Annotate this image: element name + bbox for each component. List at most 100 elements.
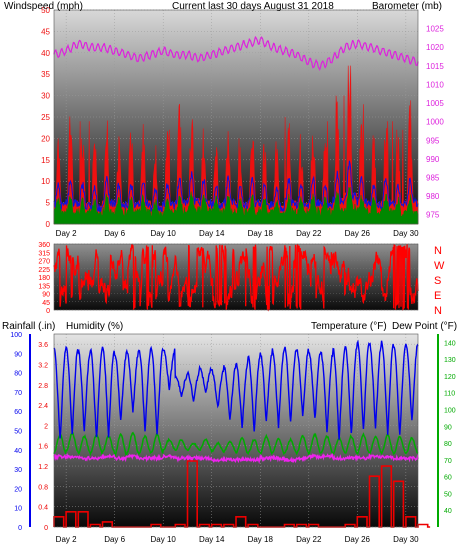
rain-y-tick-label: 1.2 — [38, 464, 48, 471]
compass-label: E — [434, 290, 441, 302]
rainfall-series — [53, 460, 431, 528]
rain-x-tick-label: Day 26 — [345, 535, 371, 544]
barometer-y-tick-label: 1000 — [426, 118, 444, 127]
rain-y-tick-label: 2 — [44, 423, 48, 430]
barometer-y-tick-label: 1010 — [426, 80, 444, 89]
rain-y-tick-label: 0.4 — [38, 505, 48, 512]
wind-x-tick-label: Day 6 — [104, 229, 125, 238]
date-title-text: Current last 30 days August 31 2018 — [172, 1, 334, 12]
compass-label: W — [434, 260, 445, 272]
barometer-series — [53, 35, 419, 72]
temperature-title: Temperature (°F) — [311, 321, 387, 332]
humidity-y-tick-label: 90 — [14, 351, 22, 358]
direction-y-tick-label: 0 — [46, 308, 50, 315]
humidity-series — [53, 339, 419, 440]
wind-x-tick-label: Day 26 — [345, 229, 371, 238]
rain-x-tick-label: Day 22 — [296, 535, 322, 544]
rainfall-title: Rainfall (.in) — [2, 321, 55, 332]
rain-y-tick-label: 1.6 — [38, 444, 48, 451]
temp-y-tick-label: 40 — [444, 508, 452, 515]
temp-y-tick-label: 70 — [444, 458, 452, 465]
direction-y-tick-label: 45 — [42, 300, 50, 307]
temp-y-tick-label: 130 — [444, 357, 456, 364]
direction-y-tick-label: 360 — [38, 242, 50, 249]
rain-y-tick-label: 3.6 — [38, 342, 48, 349]
compass-label: S — [434, 275, 441, 287]
humidity-y-tick-label: 0 — [18, 525, 22, 532]
rain-x-tick-label: Day 18 — [248, 535, 274, 544]
dewpoint-title: Dew Point (°F) — [392, 321, 457, 332]
dewpoint-series — [53, 452, 419, 465]
barometer-y-tick-label: 1015 — [426, 62, 444, 71]
plot-border — [53, 9, 419, 225]
temp-y-tick-label: 50 — [444, 491, 452, 498]
date-title: Current last 30 days August 31 2018 — [172, 1, 334, 12]
plot-border — [53, 243, 419, 311]
temp-y-tick-label: 110 — [444, 391, 455, 398]
barometer-y-tick-label: 990 — [426, 155, 440, 164]
temp-y-tick-label: 120 — [444, 374, 456, 381]
rainfall-title-text: Rainfall (.in) — [2, 321, 56, 332]
barometer-y-tick-label: 975 — [426, 211, 440, 220]
wind-x-tick-label: Day 18 — [248, 229, 274, 238]
wind-y-tick-label: 15 — [41, 156, 50, 165]
rain-x-tick-label: Day 6 — [104, 535, 125, 544]
rain-x-tick-label: Day 2 — [56, 535, 77, 544]
dewpoint-title-text: Dew Point (°F) — [392, 321, 458, 332]
rain-y-tick-label: 3.2 — [38, 362, 48, 369]
wind-y-tick-label: 35 — [41, 70, 50, 79]
temp-y-tick-label: 100 — [444, 408, 456, 415]
barometer-title-text: Barometer (mb) — [372, 1, 443, 12]
wind-green-series — [53, 187, 419, 225]
temperature-title-text: Temperature (°F) — [311, 321, 387, 332]
windspeed-title-text: Windspeed (mph) — [4, 1, 83, 12]
barometer-y-tick-label: 1005 — [426, 99, 444, 108]
direction-y-tick-label: 90 — [42, 292, 50, 299]
wind-x-tick-label: Day 10 — [151, 229, 177, 238]
humidity-y-tick-label: 80 — [14, 371, 22, 378]
temp-y-tick-label: 90 — [444, 424, 452, 431]
wind-y-tick-label: 0 — [46, 220, 51, 229]
humidity-y-tick-label: 10 — [14, 506, 22, 513]
rain-y-tick-label: 2.8 — [38, 383, 48, 390]
wind-x-tick-label: Day 14 — [199, 229, 225, 238]
wind-y-tick-label: 5 — [46, 199, 51, 208]
temperature-series — [53, 431, 419, 457]
wind-x-tick-label: Day 2 — [56, 229, 77, 238]
rain-y-tick-label: 0.8 — [38, 484, 48, 491]
wind-y-tick-label: 30 — [41, 92, 50, 101]
compass-label: N — [434, 305, 442, 317]
humidity-y-tick-label: 70 — [14, 390, 22, 397]
humidity-y-tick-label: 100 — [10, 332, 22, 339]
direction-y-tick-label: 225 — [38, 267, 50, 274]
barometer-y-tick-label: 980 — [426, 192, 440, 201]
humidity-title-text: Humidity (%) — [66, 321, 124, 332]
rain-x-tick-label: Day 14 — [199, 535, 225, 544]
wind-y-tick-label: 40 — [41, 49, 50, 58]
barometer-y-tick-label: 995 — [426, 136, 440, 145]
rain-x-tick-label: Day 10 — [151, 535, 177, 544]
humidity-y-tick-label: 40 — [14, 448, 22, 455]
temp-y-tick-label: 80 — [444, 441, 452, 448]
temp-y-tick-label: 60 — [444, 475, 452, 482]
rain-x-tick-label: Day 30 — [393, 535, 419, 544]
direction-y-tick-label: 315 — [38, 250, 50, 257]
rain-y-tick-label: 2.4 — [38, 403, 48, 410]
wind-y-tick-label: 45 — [41, 27, 50, 36]
direction-y-tick-label: 180 — [38, 275, 50, 282]
wind-y-tick-label: 10 — [41, 177, 50, 186]
compass-label: N — [434, 245, 442, 257]
wind-x-tick-label: Day 22 — [296, 229, 322, 238]
barometer-y-tick-label: 1025 — [426, 25, 444, 34]
humidity-y-tick-label: 20 — [14, 486, 22, 493]
rain-y-tick-label: 0 — [44, 525, 48, 532]
direction-y-tick-label: 135 — [38, 283, 50, 290]
temp-y-tick-label: 140 — [444, 340, 456, 347]
direction-y-tick-label: 270 — [38, 259, 50, 266]
windspeed-title: Windspeed (mph) — [4, 1, 83, 12]
barometer-title: Barometer (mb) — [372, 1, 442, 12]
direction-series — [53, 244, 419, 312]
humidity-title: Humidity (%) — [66, 321, 123, 332]
wind-x-tick-label: Day 30 — [393, 229, 419, 238]
